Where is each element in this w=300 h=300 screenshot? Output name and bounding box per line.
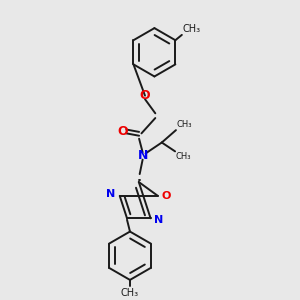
Text: N: N	[154, 215, 164, 225]
Text: CH₃: CH₃	[176, 152, 191, 161]
Text: CH₃: CH₃	[183, 24, 201, 34]
Text: CH₃: CH₃	[176, 120, 192, 129]
Text: CH₃: CH₃	[121, 288, 139, 298]
Text: O: O	[140, 89, 150, 102]
Text: O: O	[118, 125, 128, 138]
Text: N: N	[106, 189, 116, 200]
Text: N: N	[137, 149, 148, 162]
Text: O: O	[162, 191, 171, 201]
